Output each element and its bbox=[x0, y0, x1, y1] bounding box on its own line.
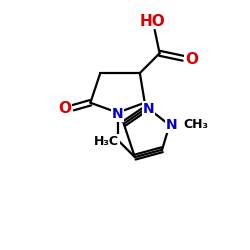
Text: CH₃: CH₃ bbox=[183, 118, 208, 131]
Text: N: N bbox=[112, 107, 124, 121]
Text: O: O bbox=[58, 102, 71, 116]
Text: N: N bbox=[143, 102, 154, 116]
Text: H₃C: H₃C bbox=[94, 134, 119, 147]
Text: N: N bbox=[166, 118, 177, 132]
Text: O: O bbox=[185, 52, 198, 67]
Text: HO: HO bbox=[139, 14, 165, 29]
